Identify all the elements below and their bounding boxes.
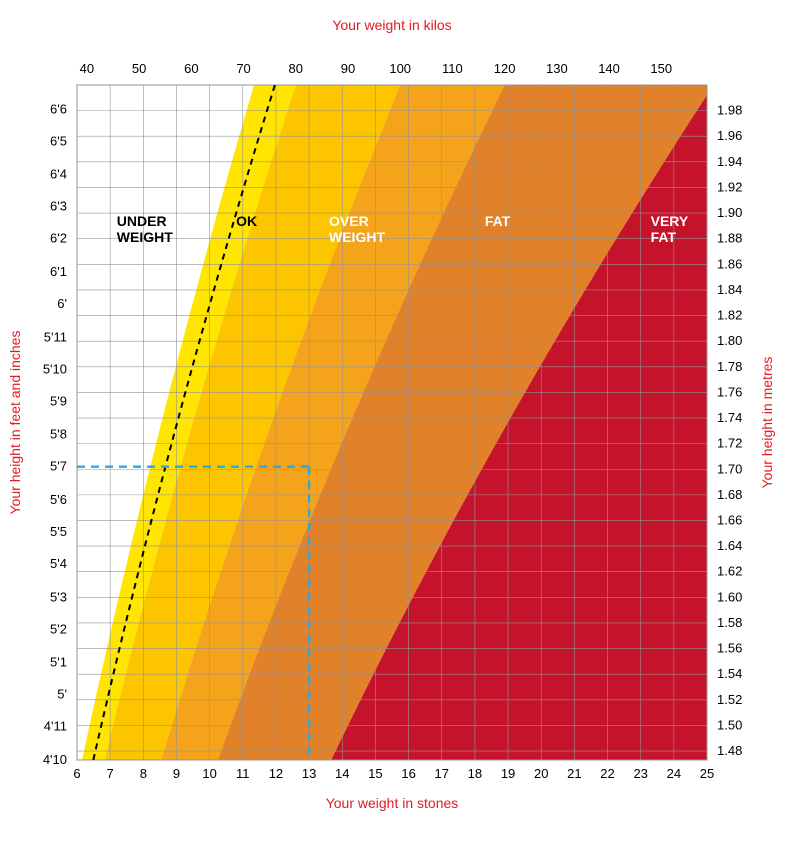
- tick-left: 5': [57, 687, 67, 702]
- tick-left: 4'10: [43, 752, 67, 767]
- tick-left: 6'2: [50, 231, 67, 246]
- tick-bottom: 6: [73, 766, 80, 781]
- tick-top: 40: [80, 61, 94, 76]
- chart-svg: UNDERWEIGHTOKOVERWEIGHTFATVERYFAT6789101…: [0, 0, 786, 843]
- tick-right: 1.84: [717, 282, 742, 297]
- tick-top: 70: [236, 61, 250, 76]
- zone-label-fat: FAT: [485, 213, 511, 229]
- tick-right: 1.80: [717, 333, 742, 348]
- tick-bottom: 22: [600, 766, 614, 781]
- tick-bottom: 7: [107, 766, 114, 781]
- tick-bottom: 16: [401, 766, 415, 781]
- tick-left: 6'3: [50, 199, 67, 214]
- tick-left: 5'3: [50, 589, 67, 604]
- zone-label-ok: OK: [236, 213, 257, 229]
- zone-label-underweight: UNDERWEIGHT: [117, 213, 173, 245]
- tick-bottom: 17: [435, 766, 449, 781]
- tick-right: 1.54: [717, 666, 742, 681]
- tick-left: 5'1: [50, 655, 67, 670]
- tick-left: 6'4: [50, 167, 67, 182]
- tick-left: 6': [57, 296, 67, 311]
- tick-right: 1.82: [717, 308, 742, 323]
- tick-right: 1.52: [717, 692, 742, 707]
- tick-right: 1.60: [717, 589, 742, 604]
- tick-right: 1.96: [717, 128, 742, 143]
- tick-right: 1.98: [717, 103, 742, 118]
- tick-left: 6'5: [50, 133, 67, 148]
- tick-right: 1.66: [717, 512, 742, 527]
- tick-left: 5'10: [43, 361, 67, 376]
- tick-right: 1.92: [717, 179, 742, 194]
- tick-bottom: 18: [468, 766, 482, 781]
- tick-top: 90: [341, 61, 355, 76]
- tick-bottom: 10: [202, 766, 216, 781]
- tick-right: 1.64: [717, 538, 742, 553]
- tick-right: 1.50: [717, 717, 742, 732]
- tick-bottom: 20: [534, 766, 548, 781]
- tick-right: 1.58: [717, 615, 742, 630]
- tick-right: 1.94: [717, 154, 742, 169]
- tick-left: 4'11: [44, 719, 67, 734]
- tick-bottom: 11: [236, 766, 250, 781]
- tick-left: 5'11: [44, 329, 67, 344]
- tick-left: 5'2: [50, 621, 67, 636]
- tick-top: 60: [184, 61, 198, 76]
- axis-title-left: Your height in feet and inches: [7, 331, 23, 515]
- tick-right: 1.88: [717, 231, 742, 246]
- tick-right: 1.56: [717, 641, 742, 656]
- tick-bottom: 25: [700, 766, 714, 781]
- tick-top: 110: [442, 61, 463, 76]
- axis-title-bottom: Your weight in stones: [326, 795, 459, 811]
- tick-left: 5'4: [50, 556, 67, 571]
- tick-bottom: 23: [633, 766, 647, 781]
- tick-right: 1.72: [717, 436, 742, 451]
- tick-right: 1.62: [717, 564, 742, 579]
- tick-bottom: 8: [140, 766, 147, 781]
- bmi-chart: UNDERWEIGHTOKOVERWEIGHTFATVERYFAT6789101…: [0, 0, 786, 843]
- tick-bottom: 12: [269, 766, 283, 781]
- tick-right: 1.48: [717, 743, 742, 758]
- tick-left: 5'7: [50, 459, 67, 474]
- tick-top: 50: [132, 61, 146, 76]
- tick-top: 120: [494, 61, 516, 76]
- tick-top: 130: [546, 61, 568, 76]
- tick-bottom: 15: [368, 766, 382, 781]
- tick-left: 5'8: [50, 427, 67, 442]
- axis-title-top: Your weight in kilos: [332, 17, 451, 33]
- tick-right: 1.90: [717, 205, 742, 220]
- tick-left: 5'5: [50, 524, 67, 539]
- tick-bottom: 14: [335, 766, 349, 781]
- tick-left: 6'6: [50, 101, 67, 116]
- tick-right: 1.70: [717, 461, 742, 476]
- tick-left: 5'6: [50, 492, 67, 507]
- tick-left: 5'9: [50, 393, 67, 408]
- tick-right: 1.86: [717, 256, 742, 271]
- tick-bottom: 19: [501, 766, 515, 781]
- tick-right: 1.78: [717, 359, 742, 374]
- tick-top: 100: [389, 61, 411, 76]
- tick-right: 1.76: [717, 384, 742, 399]
- tick-right: 1.68: [717, 487, 742, 502]
- tick-top: 140: [598, 61, 620, 76]
- tick-bottom: 9: [173, 766, 180, 781]
- tick-right: 1.74: [717, 410, 742, 425]
- tick-top: 80: [289, 61, 303, 76]
- tick-top: 150: [650, 61, 672, 76]
- tick-bottom: 21: [567, 766, 581, 781]
- tick-left: 6'1: [50, 264, 67, 279]
- tick-bottom: 24: [667, 766, 681, 781]
- axis-title-right: Your height in metres: [759, 357, 775, 489]
- tick-bottom: 13: [302, 766, 316, 781]
